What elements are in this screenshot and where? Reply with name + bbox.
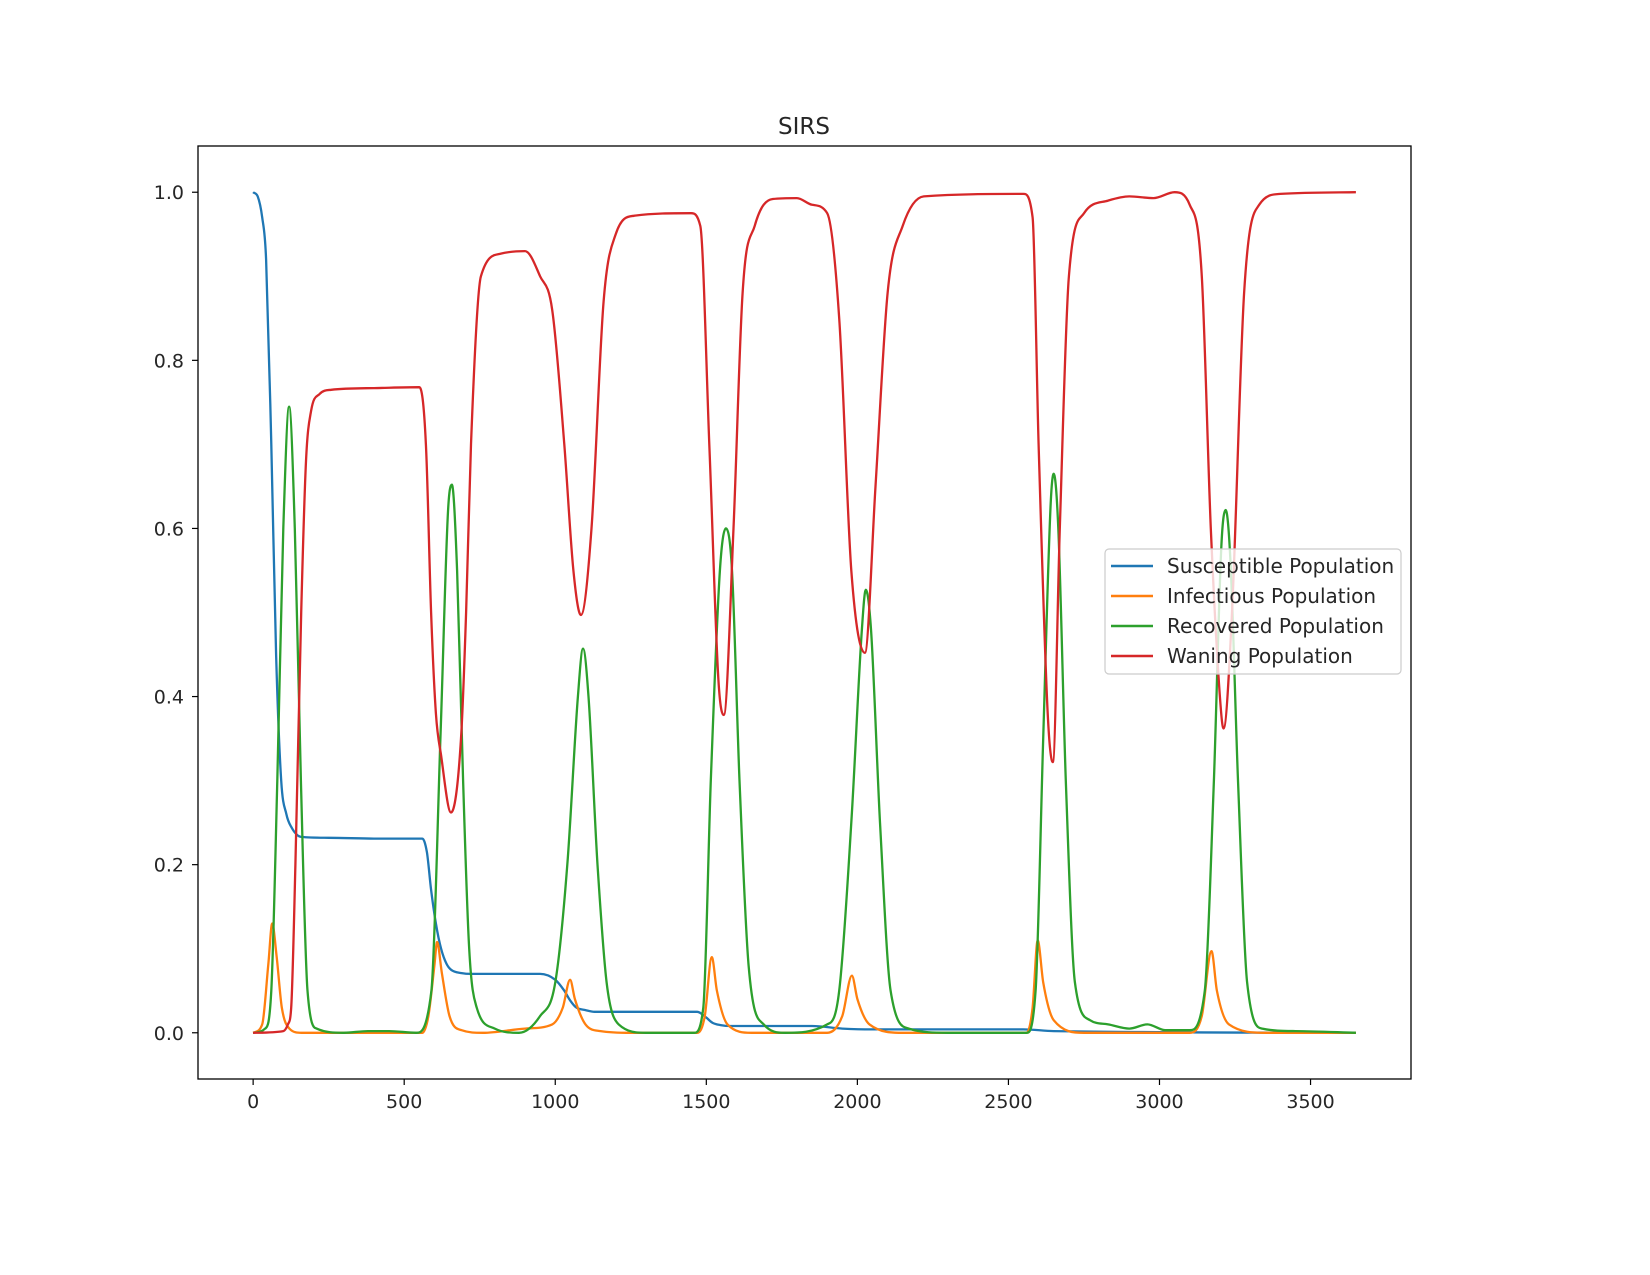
chart-title: SIRS: [778, 114, 830, 140]
y-tick-label: 0.0: [154, 1023, 184, 1045]
x-tick-label: 3500: [1286, 1091, 1334, 1113]
legend-label: Recovered Population: [1167, 614, 1384, 638]
x-tick-label: 0: [247, 1091, 259, 1113]
series-lines: [252, 191, 1356, 1034]
x-axis: 0 500 1000 1500 2000 2500 3000 3500: [247, 1079, 1335, 1113]
legend-label: Susceptible Population: [1167, 554, 1394, 578]
x-tick-label: 3000: [1135, 1091, 1183, 1113]
legend-label: Infectious Population: [1167, 584, 1376, 608]
y-tick-label: 0.6: [154, 518, 184, 540]
y-tick-label: 1.0: [154, 182, 184, 204]
y-axis: 0.0 0.2 0.4 0.6 0.8 1.0: [154, 182, 198, 1045]
series-line-waning-population: [253, 191, 1356, 1034]
legend: Susceptible Population Infectious Populat…: [1104, 548, 1402, 675]
legend-label: Waning Population: [1167, 644, 1353, 668]
x-tick-label: 1500: [682, 1091, 730, 1113]
x-tick-label: 1000: [531, 1091, 579, 1113]
y-tick-label: 0.8: [154, 350, 184, 372]
legend-box: [1104, 548, 1402, 675]
plot-frame: [197, 145, 1412, 1080]
series-line-recovered-population: [252, 405, 1356, 1034]
x-tick-label: 2000: [833, 1091, 881, 1113]
y-tick-label: 0.4: [154, 687, 184, 709]
x-tick-label: 500: [386, 1091, 422, 1113]
series-line-infectious-population: [252, 922, 1356, 1034]
y-tick-label: 0.2: [154, 855, 184, 877]
x-tick-label: 2500: [984, 1091, 1032, 1113]
